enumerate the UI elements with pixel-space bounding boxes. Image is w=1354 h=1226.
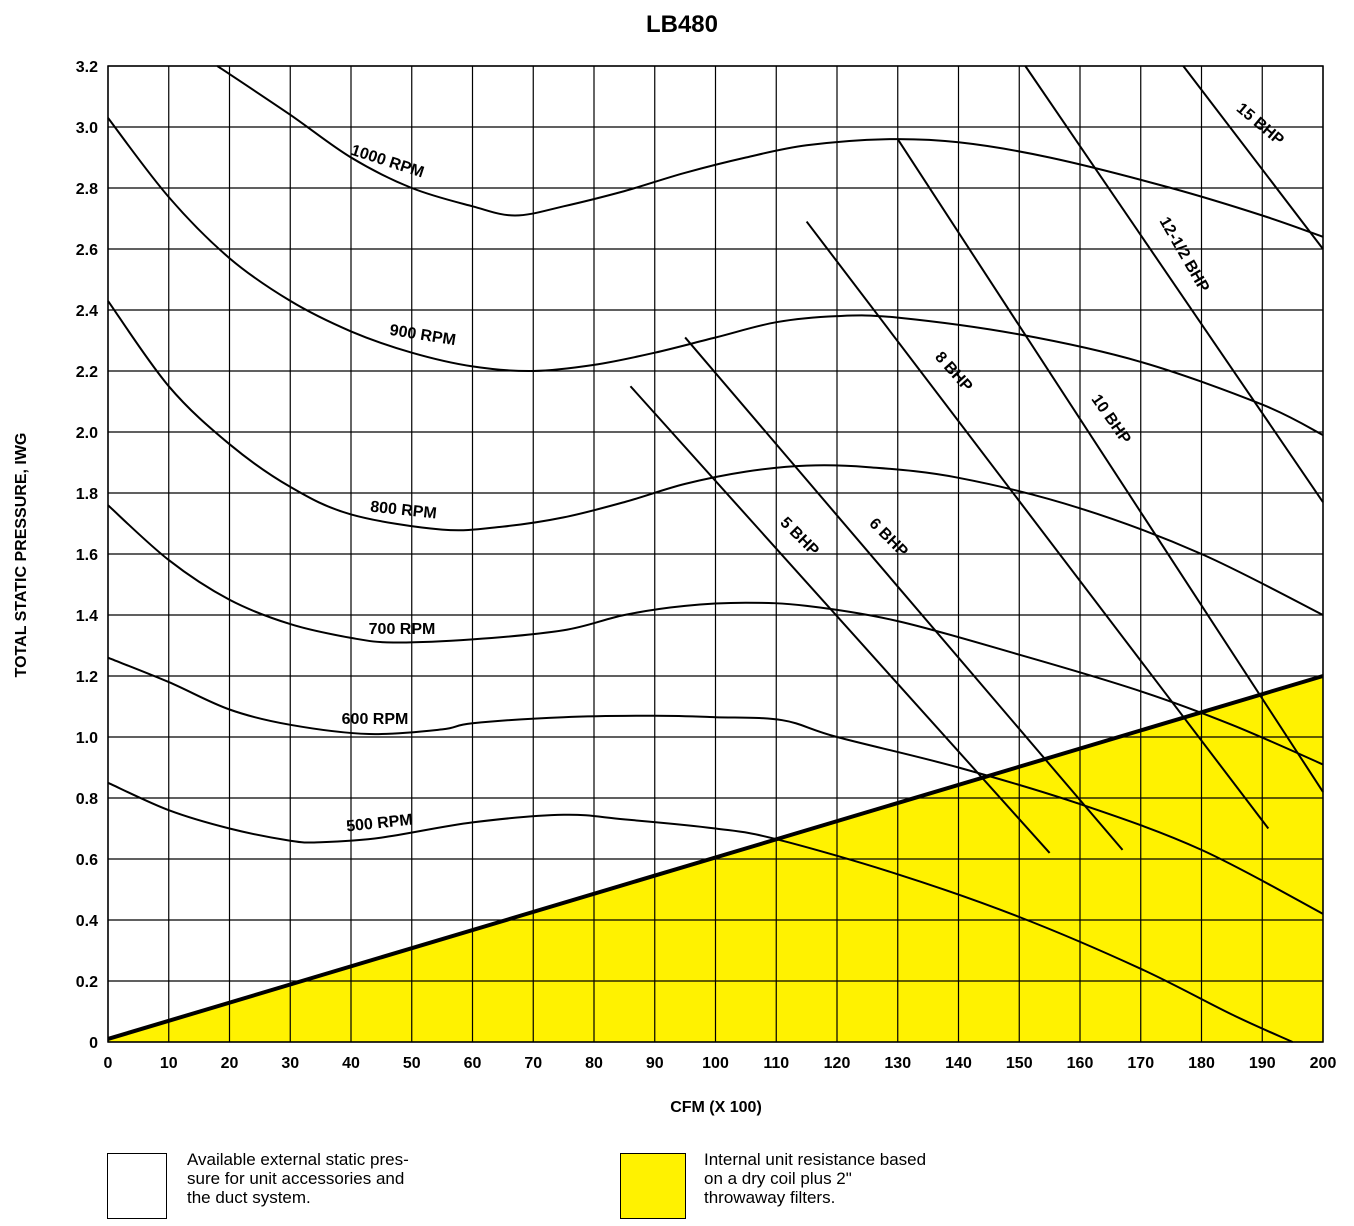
- rpm-curve-600-label: 600 RPM: [342, 711, 409, 728]
- x-tick-label: 0: [104, 1055, 113, 1072]
- y-tick-label: 0: [89, 1035, 98, 1052]
- tick-labels: 0 10 20 30 40 50 60 70 80 90 100 110 120 130 140 150 160…: [76, 59, 1337, 1072]
- bhp-line-8: [805, 220, 1270, 830]
- legend-internal-line-3: throwaway filters.: [704, 1188, 836, 1207]
- x-tick-label: 90: [646, 1055, 664, 1072]
- x-tick-label: 110: [763, 1055, 789, 1072]
- x-tick-label: 30: [281, 1055, 299, 1072]
- rpm-curve-500-label: 500 RPM: [345, 812, 413, 836]
- y-axis-label: TOTAL STATIC PRESSURE, IWG: [13, 433, 30, 678]
- y-tick-label: 1.6: [76, 547, 98, 564]
- y-tick-label: 2.0: [76, 425, 98, 442]
- rpm-curve-1000-label: 1000 RPM: [349, 142, 426, 182]
- x-tick-label: 200: [1310, 1055, 1337, 1072]
- bhp-line-10-label: 10 BHP: [1088, 392, 1134, 448]
- x-tick-label: 120: [824, 1055, 851, 1072]
- x-tick-label: 10: [160, 1055, 178, 1072]
- rpm-curves: [107, 65, 1324, 1043]
- bhp-line-15: [1182, 65, 1324, 250]
- rpm-curve-700: [107, 504, 1324, 766]
- x-tick-label: 40: [342, 1055, 360, 1072]
- bhp-line-6: [684, 336, 1124, 851]
- x-tick-label: 160: [1067, 1055, 1094, 1072]
- y-tick-label: 1.4: [76, 608, 98, 625]
- x-tick-label: 190: [1249, 1055, 1276, 1072]
- x-tick-label: 140: [945, 1055, 972, 1072]
- legend-text-available: Available external static pres- sure for…: [187, 1150, 487, 1207]
- y-tick-label: 2.8: [76, 181, 98, 198]
- y-tick-label: 0.8: [76, 791, 98, 808]
- rpm-curve-700-label: 700 RPM: [369, 621, 436, 638]
- y-tick-label: 1.8: [76, 486, 98, 503]
- rpm-curve-600: [107, 656, 1324, 915]
- bhp-line-5-label: 5 BHP: [777, 514, 823, 560]
- x-tick-label: 80: [585, 1055, 603, 1072]
- x-tick-label: 100: [702, 1055, 729, 1072]
- x-tick-label: 50: [403, 1055, 421, 1072]
- x-tick-label: 20: [221, 1055, 239, 1072]
- bhp-line-12-5-label: 12-1/2 BHP: [1156, 214, 1213, 295]
- y-tick-label: 0.2: [76, 974, 98, 991]
- bhp-line-8-label: 8 BHP: [931, 349, 975, 396]
- y-tick-label: 2.4: [76, 303, 98, 320]
- rpm-curve-500: [107, 781, 1294, 1043]
- bhp-lines: [629, 65, 1324, 854]
- x-tick-label: 170: [1127, 1055, 1154, 1072]
- bhp-line-12-5: [1024, 65, 1324, 503]
- x-tick-label: 150: [1006, 1055, 1033, 1072]
- x-tick-label: 130: [884, 1055, 911, 1072]
- x-axis-label: CFM (X 100): [670, 1099, 762, 1116]
- y-tick-label: 0.4: [76, 913, 98, 930]
- legend-internal-line-2: on a dry coil plus 2": [704, 1169, 852, 1188]
- bhp-line-5: [629, 385, 1051, 854]
- x-tick-label: 180: [1188, 1055, 1215, 1072]
- legend-swatch-available: [107, 1153, 167, 1219]
- legend-available-line-1: Available external static pres-: [187, 1150, 409, 1169]
- y-tick-label: 1.0: [76, 730, 98, 747]
- legend-available-line-2: sure for unit accessories and: [187, 1169, 405, 1188]
- rpm-curve-900-label: 900 RPM: [388, 322, 457, 349]
- plot-frame: [107, 65, 1324, 1043]
- y-tick-label: 2.2: [76, 364, 98, 381]
- y-tick-label: 1.2: [76, 669, 98, 686]
- legend-available-line-3: the duct system.: [187, 1188, 311, 1207]
- rpm-curve-900: [107, 117, 1324, 436]
- x-tick-label: 70: [524, 1055, 542, 1072]
- bhp-line-10: [896, 138, 1324, 793]
- x-tick-label: 60: [464, 1055, 482, 1072]
- rpm-curve-800: [107, 300, 1324, 616]
- rpm-curve-800-label: 800 RPM: [369, 499, 437, 523]
- y-tick-label: 0.6: [76, 852, 98, 869]
- y-tick-label: 2.6: [76, 242, 98, 259]
- internal-resistance-line: [107, 674, 1324, 1041]
- legend-swatch-internal: [620, 1153, 686, 1219]
- y-tick-label: 3.0: [76, 120, 98, 137]
- y-tick-label: 3.2: [76, 59, 98, 76]
- legend-text-internal: Internal unit resistance based on a dry …: [704, 1150, 1024, 1207]
- chart-title: LB480: [646, 11, 718, 38]
- grid: [107, 65, 1324, 1043]
- rpm-curve-1000: [216, 65, 1324, 238]
- legend-internal-line-1: Internal unit resistance based: [704, 1150, 927, 1169]
